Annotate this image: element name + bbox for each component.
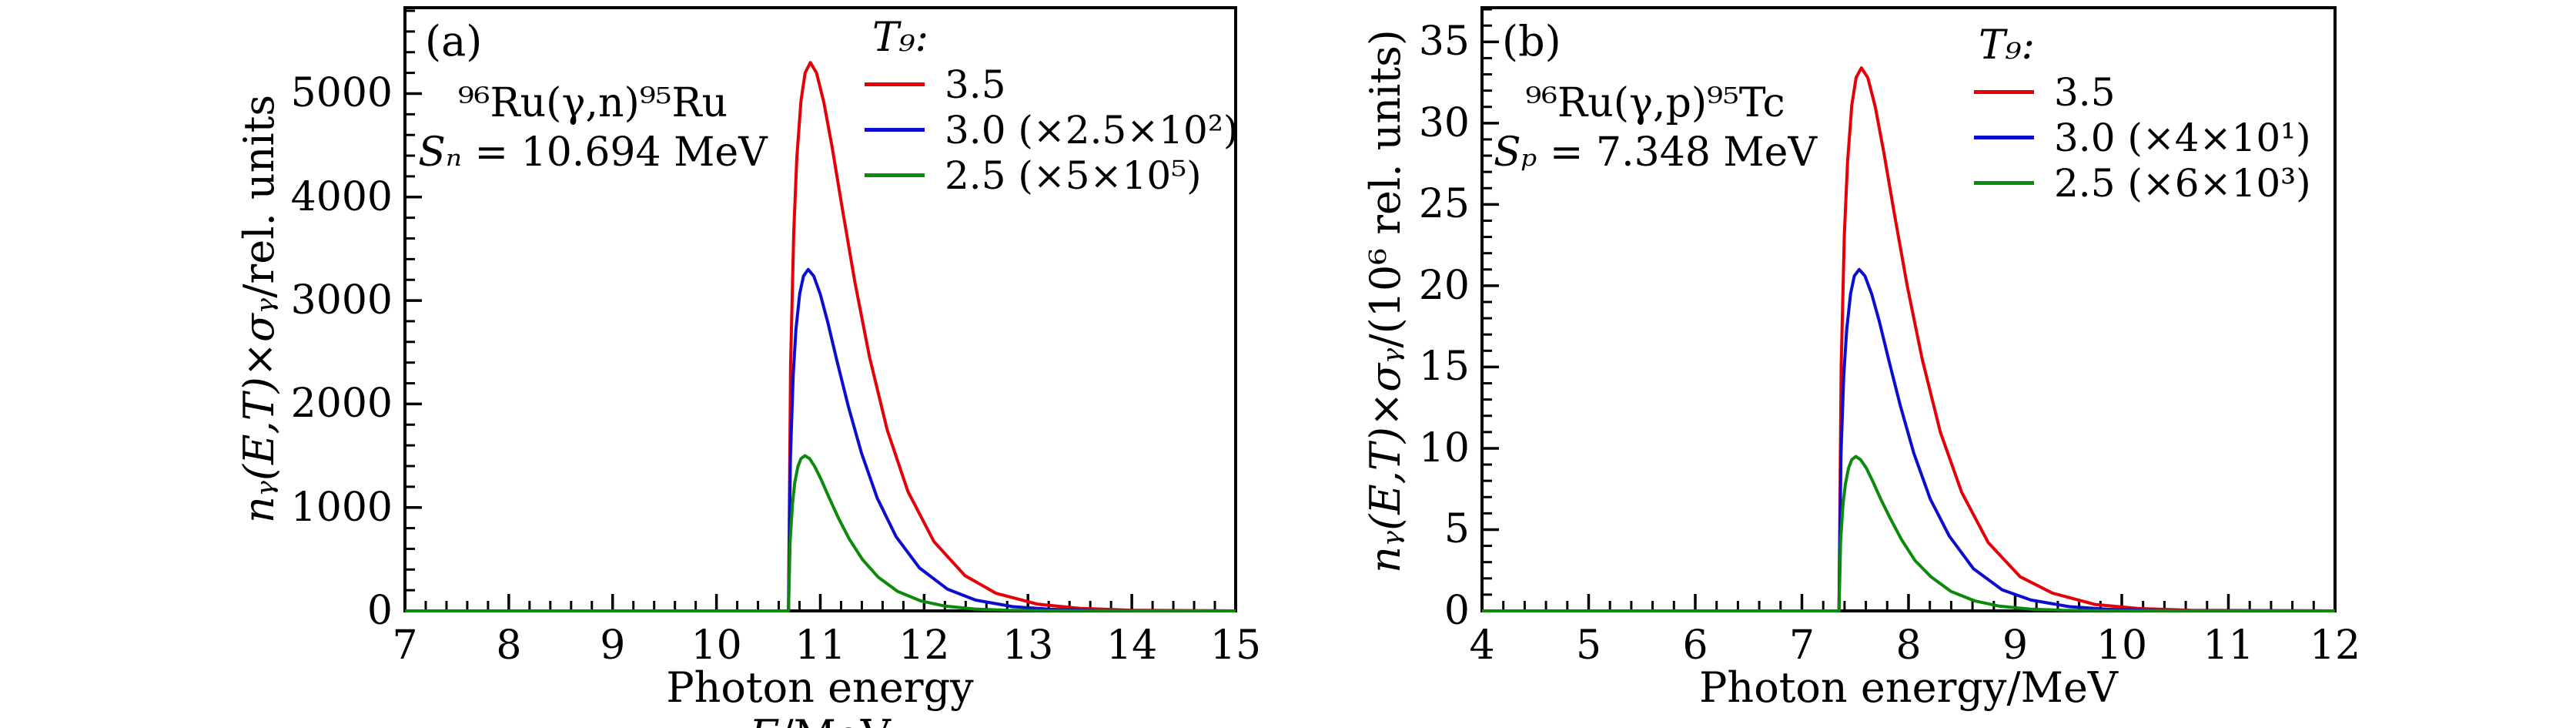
panel-a-separation-symbol: Sₙ (418, 129, 462, 176)
panel-b-legend-title: T₉: (1979, 22, 2311, 69)
y-tick-label: 3000 (290, 277, 393, 324)
series-curve (405, 267, 1236, 612)
panel-a-separation-energy: Sₙ = 10.694 MeV (416, 128, 770, 177)
legend-entry-label: 3.5 (2054, 69, 2116, 115)
x-tick-label: 15 (1209, 622, 1262, 669)
legend-entry: 2.5 (×5×10⁵) (865, 153, 1238, 198)
plot-frame (1480, 6, 2337, 612)
x-tick-label: 8 (1895, 622, 1922, 669)
panel-a-annotation: ⁹⁶Ru(γ,n)⁹⁵Ru Sₙ = 10.694 MeV (416, 79, 770, 177)
panel-b-separation-value: = 7.348 MeV (1537, 129, 1817, 176)
legend-entry: 3.0 (×2.5×10²) (865, 107, 1238, 153)
panel-b-annotation: ⁹⁶Ru(γ,p)⁹⁵Tc Sₚ = 7.348 MeV (1486, 79, 1825, 177)
legend-entry-label: 3.5 (945, 62, 1006, 107)
legend-line-sample-green (1974, 181, 2034, 185)
legend-entry: 2.5 (×6×10³) (1974, 160, 2311, 206)
x-tick-label: 13 (1002, 622, 1054, 669)
x-tick-label: 7 (392, 622, 418, 669)
panel-a-legend-title-text: T₉: (872, 15, 929, 61)
legend-entry-label: 2.5 (×5×10⁵) (945, 153, 1202, 198)
x-tick-label: 5 (1575, 622, 1602, 669)
y-tick-label: 5 (1444, 506, 1470, 553)
y-tick-label: 0 (1444, 588, 1470, 634)
x-tick-label: 12 (898, 622, 950, 669)
y-tick-label: 5000 (290, 70, 393, 117)
series-curve (405, 454, 1236, 612)
series-curve (1482, 455, 2336, 612)
panel-a-legend-title: T₉: (872, 14, 1238, 62)
series-curve (1482, 267, 2336, 612)
x-tick-label: 6 (1682, 622, 1708, 669)
legend-line-sample-green (865, 173, 925, 177)
x-tick-label: 9 (600, 622, 626, 669)
plot-frame (403, 6, 1237, 612)
series-curve (405, 61, 1236, 612)
legend-entry-label: 2.5 (×6×10³) (2054, 160, 2311, 206)
y-tick-label: 30 (1418, 99, 1470, 146)
x-tick-label: 10 (2096, 622, 2148, 669)
y-tick-label: 35 (1418, 18, 1470, 65)
legend-line-sample-blue (865, 128, 925, 132)
x-tick-label: 11 (2203, 622, 2254, 669)
y-tick-label: 2000 (290, 381, 393, 428)
panel-b-x-label-text: Photon energy (1699, 663, 2007, 712)
legend-line-sample-red (1974, 90, 2034, 94)
legend-entry: 3.0 (×4×10¹) (1974, 115, 2311, 160)
x-tick-label: 4 (1469, 622, 1495, 669)
y-tick-label: 20 (1418, 262, 1470, 309)
y-tick-label: 4000 (290, 173, 393, 220)
panel-b-legend: T₉: 3.5 3.0 (×4×10¹) 2.5 (×6×10³) (1974, 22, 2311, 206)
x-tick-label: 9 (2002, 622, 2029, 669)
y-tick-label: 1000 (290, 484, 393, 531)
chart-a-canvas (403, 6, 1237, 612)
panel-b-reaction-label: ⁹⁶Ru(γ,p)⁹⁵Tc (1525, 80, 1785, 126)
y-tick-label: 15 (1418, 344, 1470, 391)
panel-b-separation-symbol: Sₚ (1493, 129, 1537, 176)
legend-entry: 3.5 (865, 62, 1238, 107)
x-tick-label: 11 (795, 622, 846, 669)
legend-entry-label: 3.0 (×4×10¹) (2054, 115, 2311, 160)
legend-line-sample-blue (1974, 136, 2034, 139)
panel-b-x-label-unit: /MeV (2006, 663, 2118, 712)
legend-line-sample-red (865, 82, 925, 86)
x-tick-label: 7 (1788, 622, 1815, 669)
x-tick-label: 12 (2309, 622, 2361, 669)
panel-b-tag: (b) (1502, 17, 1561, 65)
y-tick-label: 0 (366, 588, 393, 634)
legend-entry: 3.5 (1974, 69, 2311, 115)
panel-a-x-label-text: Photon energy (666, 663, 974, 712)
panel-a-legend: T₉: 3.5 3.0 (×2.5×10²) 2.5 (×5×10⁵) (865, 14, 1238, 198)
panel-a-x-label-unit: /MeV (779, 711, 890, 728)
panel-b-separation-energy: Sₚ = 7.348 MeV (1486, 128, 1825, 177)
panel-a-x-axis-label: Photon energy E/MeV (589, 663, 1051, 728)
panel-a-tag: (a) (425, 17, 483, 65)
x-tick-label: 10 (691, 622, 742, 669)
y-tick-label: 25 (1418, 181, 1470, 228)
panel-b-legend-title-text: T₉: (1979, 22, 2036, 69)
panel-b-x-axis-label: Photon energy/MeV (1678, 664, 2139, 712)
series-curve (1482, 66, 2336, 612)
chart-b-canvas (1480, 6, 2337, 612)
legend-entry-label: 3.0 (×2.5×10²) (945, 107, 1239, 153)
panel-a-reaction-label: ⁹⁶Ru(γ,n)⁹⁵Ru (457, 80, 728, 126)
x-tick-label: 8 (496, 622, 522, 669)
x-tick-label: 14 (1106, 622, 1158, 669)
panel-a-x-label-variable: E (749, 711, 779, 728)
y-tick-label: 10 (1418, 424, 1470, 471)
panel-a-separation-value: = 10.694 MeV (462, 129, 768, 176)
